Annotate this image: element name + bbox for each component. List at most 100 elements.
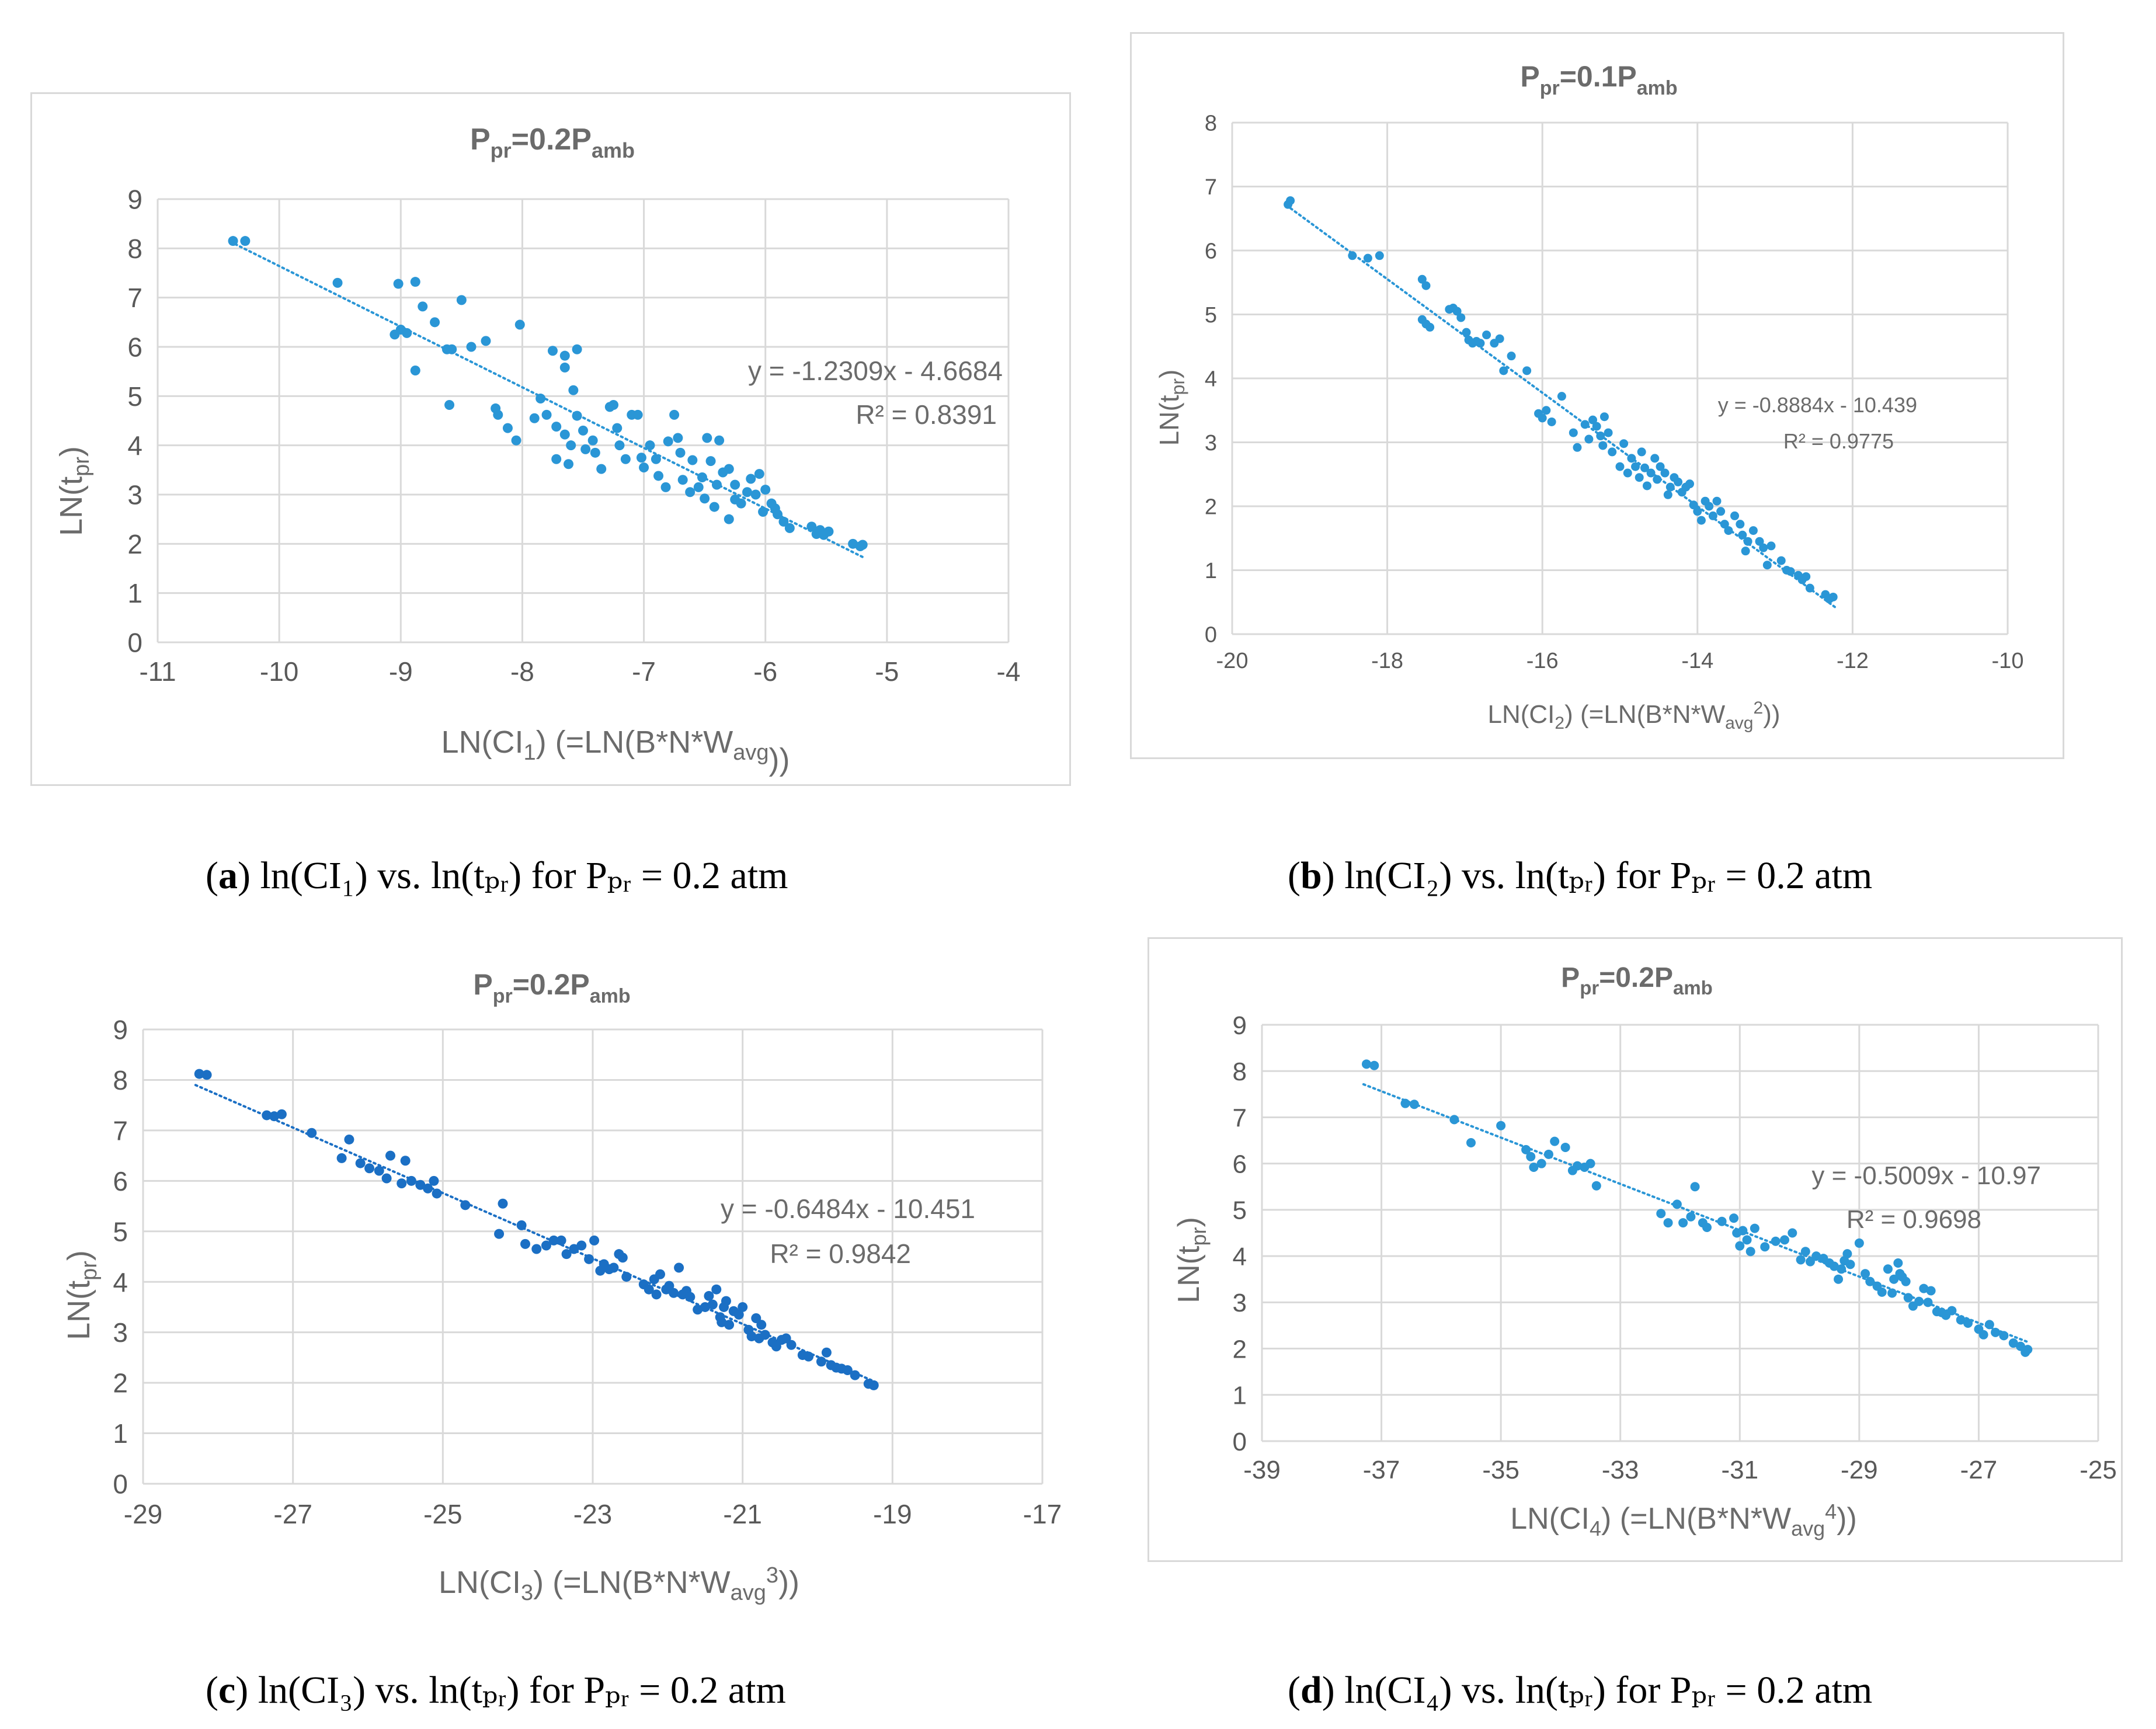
data-point [410,365,420,375]
data-point [561,1249,572,1260]
data-point [1991,1327,2001,1337]
x-tick-label: -27 [273,1499,312,1529]
data-point [1608,447,1617,457]
chart-panel-b: Ppr=0.1Pamb -20 -18 -16 -14 -12 -10 0 1 2 3 4 5 6 7 8… [1130,32,2064,759]
data-point [823,526,834,537]
data-point [1538,413,1547,423]
data-point [336,1153,347,1163]
data-point [1805,1257,1815,1267]
data-point [756,1320,767,1330]
y-tick-label: 2 [127,529,142,559]
data-point [1375,251,1384,260]
data-point [1588,415,1598,425]
data-point [1665,482,1675,492]
data-point [194,1069,204,1079]
data-point [1495,334,1504,343]
data-point [1717,1216,1727,1226]
caption-text: ln(CI₁) vs. ln(tₚᵣ) for Pₚᵣ = 0.2 atm [260,854,788,897]
y-ticks: 0 1 2 3 4 5 6 7 8 9 [1233,1011,1247,1456]
x-tick-label: -23 [573,1499,612,1529]
data-point [816,1356,826,1367]
data-point [653,471,664,481]
x-tick-label: -12 [1837,649,1869,673]
data-point [1693,507,1702,516]
data-point [1592,422,1601,431]
data-point [714,435,725,446]
data-point [1547,417,1556,426]
data-point [1656,1209,1666,1219]
caption-d: (d) ln(CI₄) vs. ln(tₚᵣ) for Pₚᵣ = 0.2 at… [1288,1669,1873,1711]
data-point [576,1240,587,1251]
data-point [429,1175,439,1186]
data-point [700,1302,710,1312]
caption-letter: a [218,854,238,897]
x-tick-label: -17 [1023,1499,1062,1529]
trend-equation-b: y = -0.8884x - 10.439 [1718,393,1917,417]
data-point [587,435,598,446]
y-tick-label: 1 [1233,1382,1247,1410]
y-tick-label: 8 [1233,1057,1247,1086]
r-squared-c: R² = 0.9842 [770,1239,911,1269]
data-point [733,1309,744,1320]
data-point [1716,507,1726,516]
data-points [1362,1059,2033,1357]
data-point [531,1244,542,1254]
data-point [374,1166,384,1176]
data-point [742,487,752,498]
data-point [1496,1121,1506,1130]
data-point [868,1380,879,1390]
data-point [502,423,513,433]
data-point [447,344,457,354]
data-point [1650,454,1660,463]
y-tick-label: 0 [1205,623,1217,648]
data-point [746,1331,757,1342]
x-ticks: -20 -18 -16 -14 -12 -10 [1216,649,2024,673]
y-tick-label: 4 [127,430,142,461]
data-point [702,433,712,443]
data-point [1766,541,1776,551]
data-point [381,1173,392,1184]
data-point [276,1109,287,1119]
data-point [1926,1286,1936,1296]
x-axis-label-a: LN(CI1) (=LN(B*N*Wavg)) [441,725,790,777]
data-point [617,1253,628,1263]
data-point [1999,1331,2009,1341]
x-tick-label: -5 [875,656,899,687]
chart-panel-d: Ppr=0.2Pamb -39 -37 -35 -33 -31 -29 -27 -25 0 1 2… [1147,937,2123,1562]
caption-letter: c [218,1669,236,1711]
y-tick-label: 2 [113,1368,128,1398]
data-point [511,435,521,446]
data-point [1526,1151,1536,1161]
data-point [1466,1138,1476,1148]
data-point [1640,463,1649,472]
x-ticks: -29 -27 -25 -23 -21 -19 -17 [124,1499,1062,1529]
data-point [564,459,574,469]
y-tick-label: 9 [113,1015,128,1045]
data-point [1286,196,1295,206]
data-point [1584,434,1594,444]
data-point [1421,281,1431,290]
data-point [651,1289,662,1300]
data-point [1802,572,1811,581]
data-point [1893,1258,1903,1268]
x-tick-label: -20 [1216,649,1249,673]
data-point [262,1110,272,1121]
y-tick-label: 9 [1233,1011,1247,1040]
data-point [717,1317,727,1327]
data-point [1646,468,1656,478]
data-point [685,487,696,498]
data-point [1686,1212,1696,1222]
data-point [551,454,562,464]
y-tick-label: 5 [127,381,142,412]
data-point [1690,1182,1700,1192]
data-point [669,409,680,420]
x-tick-label: -29 [124,1499,162,1529]
y-tick-label: 5 [1233,1196,1247,1225]
data-point [494,1229,505,1239]
data-point [1400,1098,1410,1108]
data-point [760,1330,770,1340]
data-point [1919,1283,1929,1293]
data-point [201,1070,212,1080]
data-point [1759,543,1768,552]
data-point [857,540,868,550]
